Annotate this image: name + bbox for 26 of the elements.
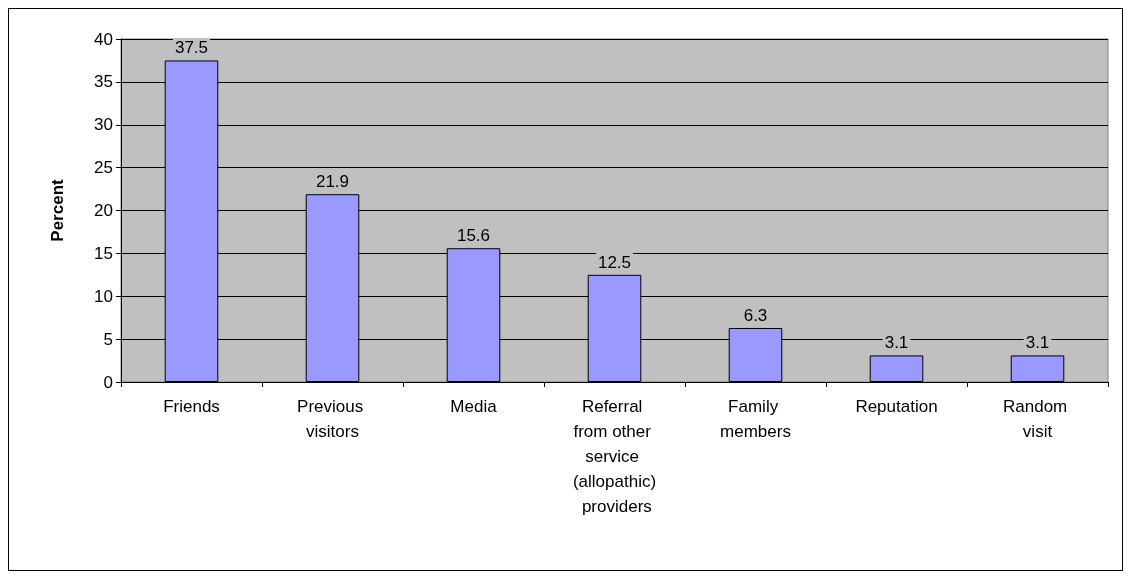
y-tick-label: 15 — [94, 243, 113, 263]
x-tick-label: Reputation — [855, 397, 938, 416]
data-label: 15.6 — [456, 226, 491, 246]
x-tick-label: Random visit — [1003, 397, 1072, 441]
y-tick-label: 35 — [94, 72, 113, 92]
y-axis-title: Percent — [48, 178, 67, 242]
data-label: 37.5 — [174, 38, 209, 58]
y-tick-label: 25 — [94, 158, 113, 178]
y-tick-label: 5 — [103, 329, 113, 349]
bar — [1010, 355, 1065, 382]
data-label: 3.1 — [884, 333, 909, 353]
x-tick-label: Media — [450, 397, 498, 416]
x-tick-label: Friends — [163, 397, 220, 416]
y-tick-label: 0 — [103, 372, 113, 392]
y-tick-label: 20 — [94, 201, 113, 220]
data-label: 6.3 — [743, 305, 768, 325]
x-tick-label: Referral from other service (allopathic) providers — [572, 397, 657, 516]
data-label: 3.1 — [1025, 333, 1050, 353]
x-tick-label: Family members — [720, 397, 791, 441]
data-label: 12.5 — [597, 252, 632, 272]
y-tick-label: 10 — [94, 286, 113, 306]
bar — [869, 355, 924, 382]
x-tick-label: Previous visitors — [297, 397, 368, 441]
y-tick-label: 40 — [94, 29, 113, 49]
y-tick-label: 30 — [94, 115, 113, 135]
data-label: 21.9 — [315, 172, 350, 192]
